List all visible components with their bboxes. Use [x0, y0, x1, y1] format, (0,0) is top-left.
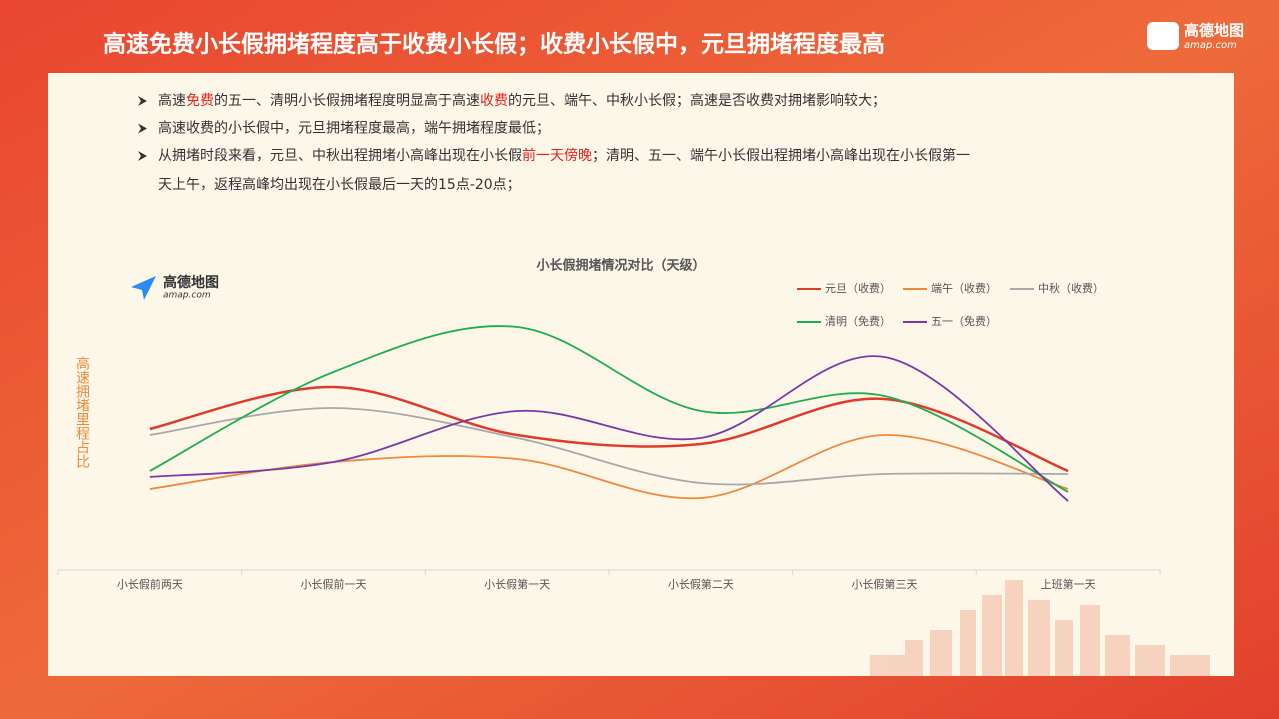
bullet-text: 从拥堵时段来看，元旦、中秋出程拥堵小高峰出现在小长假前一天傍晚；清明、五一、端午… [158, 147, 970, 164]
bullet-segment: 天上午，返程高峰均出现在小长假最后一天的15点-20点； [158, 176, 521, 193]
series-line [149, 434, 1069, 500]
legend-label: 中秋（收费） [1038, 281, 1104, 295]
bullet-arrow [138, 123, 147, 134]
highlight-text: 收费 [480, 93, 508, 109]
bullet-text: 高速免费的五一、清明小长假拥堵程度明显高于高速收费的元旦、端午、中秋小长假；高速… [158, 92, 886, 109]
x-tick-label: 小长假第二天 [668, 577, 734, 591]
x-tick-label: 小长假前两天 [117, 577, 183, 591]
bullet-arrow [138, 96, 147, 106]
brand-logo: 高德地图 amap.com [1147, 22, 1244, 51]
logo-icon [1147, 22, 1179, 50]
chart-logo-sub: amap.com [163, 291, 211, 301]
bullet-segment: 的元旦、端午、中秋小长假；高速是否收费对拥堵影响较大； [508, 92, 886, 109]
bullet-segment: 从拥堵时段来看，元旦、中秋出程拥堵小高峰出现在小长假 [158, 147, 522, 164]
legend-label: 元旦（收费） [825, 281, 891, 295]
highlight-text: 免费 [186, 93, 214, 109]
bullet-arrow [138, 151, 147, 161]
page-title: 高速免费小长假拥堵程度高于收费小长假；收费小长假中，元旦拥堵程度最高 [103, 31, 885, 58]
legend-label: 端午（收费） [931, 281, 997, 295]
series-line [149, 407, 1069, 486]
bullet-segment: ；清明、五一、端午小长假出程拥堵小高峰出现在小长假第一 [592, 147, 970, 164]
bullet-segment: 的五一、清明小长假拥堵程度明显高于高速 [214, 92, 480, 109]
series-line [149, 325, 1069, 493]
logo-text: 高德地图 [1184, 22, 1244, 40]
legend-label: 五一（免费） [931, 314, 997, 328]
bullet-segment: 高速 [158, 92, 186, 109]
series-line [149, 355, 1069, 502]
y-axis-label: 高速拥堵里程占比 [74, 355, 90, 468]
bullet-segment: 高速收费的小长假中，元旦拥堵程度最高，端午拥堵程度最低； [158, 120, 550, 137]
chart-logo-icon [131, 276, 156, 300]
chart-logo-text: 高德地图 [163, 274, 219, 291]
highlight-text: 前一天傍晚 [522, 147, 592, 164]
x-tick-label: 小长假前一天 [301, 577, 367, 591]
bullet-text: 天上午，返程高峰均出现在小长假最后一天的15点-20点； [158, 176, 521, 193]
logo-sub: amap.com [1184, 40, 1237, 51]
card [48, 73, 1234, 676]
chart-title: 小长假拥堵情况对比（天级） [536, 258, 705, 274]
legend-label: 清明（免费） [825, 314, 891, 328]
x-tick-label: 小长假第一天 [484, 577, 550, 591]
series-line [149, 385, 1069, 473]
x-tick-label: 上班第一天 [1041, 577, 1096, 591]
chart-logo: 高德地图 amap.com [131, 274, 219, 301]
skyline [870, 580, 1210, 676]
bullet-text: 高速收费的小长假中，元旦拥堵程度最高，端午拥堵程度最低； [158, 120, 550, 137]
x-tick-label: 小长假第三天 [852, 577, 918, 591]
